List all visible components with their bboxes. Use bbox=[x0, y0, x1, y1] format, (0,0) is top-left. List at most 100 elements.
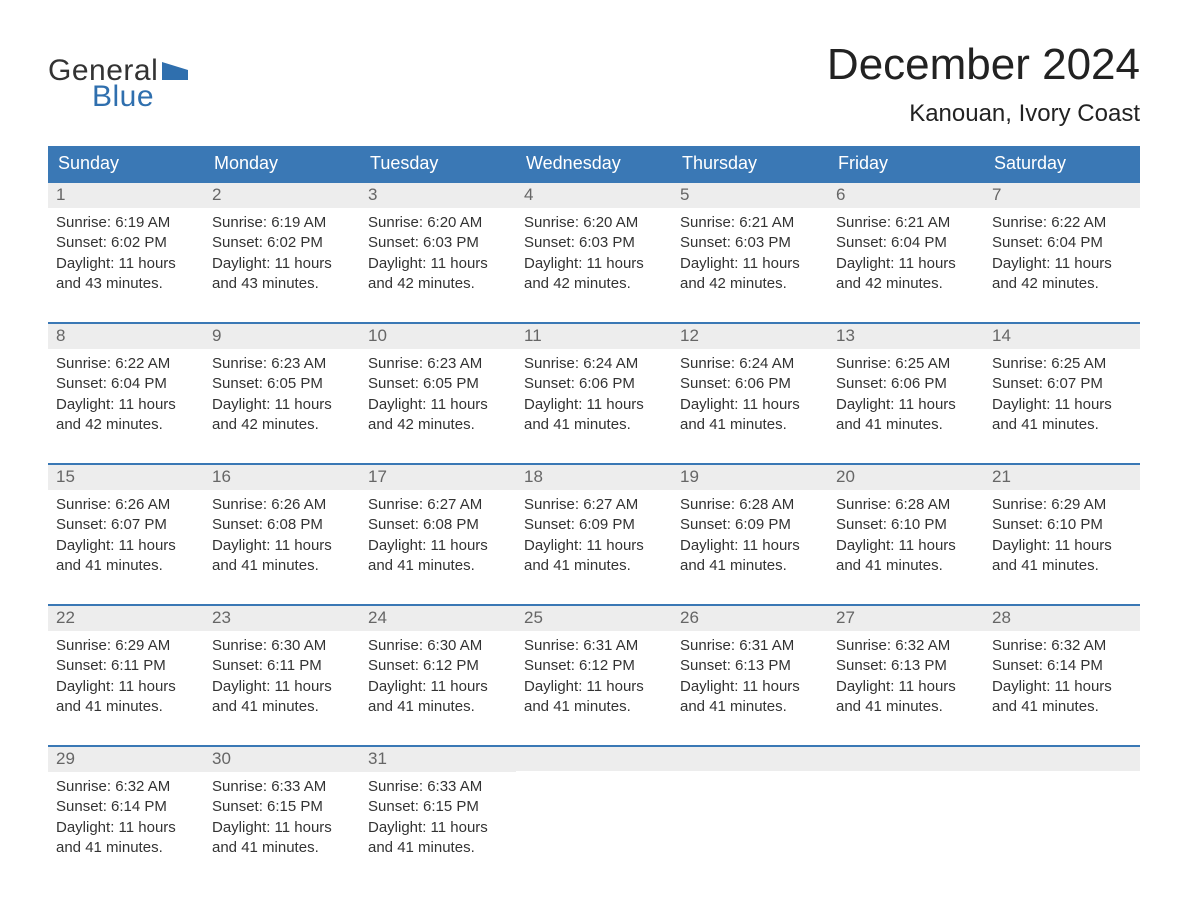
sunset-text: Sunset: 6:13 PM bbox=[680, 656, 820, 676]
day-number: 28 bbox=[984, 606, 1140, 631]
day-number: 3 bbox=[360, 183, 516, 208]
day-body: Sunrise: 6:23 AMSunset: 6:05 PMDaylight:… bbox=[360, 349, 516, 439]
day-body: Sunrise: 6:32 AMSunset: 6:14 PMDaylight:… bbox=[48, 772, 204, 862]
day-number-empty bbox=[828, 747, 984, 771]
day-number: 8 bbox=[48, 324, 204, 349]
daylight-text: Daylight: 11 hours and 41 minutes. bbox=[56, 677, 196, 718]
daylight-text: Daylight: 11 hours and 41 minutes. bbox=[56, 818, 196, 859]
sunrise-text: Sunrise: 6:26 AM bbox=[212, 495, 352, 515]
daylight-text: Daylight: 11 hours and 41 minutes. bbox=[56, 536, 196, 577]
sunrise-text: Sunrise: 6:29 AM bbox=[56, 636, 196, 656]
sunrise-text: Sunrise: 6:24 AM bbox=[680, 354, 820, 374]
sunrise-text: Sunrise: 6:30 AM bbox=[212, 636, 352, 656]
day-number: 5 bbox=[672, 183, 828, 208]
day-body: Sunrise: 6:21 AMSunset: 6:04 PMDaylight:… bbox=[828, 208, 984, 298]
flag-icon bbox=[162, 62, 188, 80]
sunset-text: Sunset: 6:10 PM bbox=[836, 515, 976, 535]
day-cell: 30Sunrise: 6:33 AMSunset: 6:15 PMDayligh… bbox=[204, 747, 360, 862]
header: General Blue December 2024 Kanouan, Ivor… bbox=[48, 40, 1140, 128]
daylight-text: Daylight: 11 hours and 41 minutes. bbox=[212, 536, 352, 577]
sunset-text: Sunset: 6:07 PM bbox=[992, 374, 1132, 394]
day-cell: 23Sunrise: 6:30 AMSunset: 6:11 PMDayligh… bbox=[204, 606, 360, 721]
sunrise-text: Sunrise: 6:22 AM bbox=[992, 213, 1132, 233]
day-number: 4 bbox=[516, 183, 672, 208]
day-body: Sunrise: 6:29 AMSunset: 6:11 PMDaylight:… bbox=[48, 631, 204, 721]
sunset-text: Sunset: 6:09 PM bbox=[680, 515, 820, 535]
weekday-cell: Tuesday bbox=[360, 146, 516, 181]
sunrise-text: Sunrise: 6:33 AM bbox=[212, 777, 352, 797]
sunrise-text: Sunrise: 6:27 AM bbox=[524, 495, 664, 515]
sunrise-text: Sunrise: 6:21 AM bbox=[836, 213, 976, 233]
daylight-text: Daylight: 11 hours and 41 minutes. bbox=[524, 677, 664, 718]
sunset-text: Sunset: 6:13 PM bbox=[836, 656, 976, 676]
day-cell: 26Sunrise: 6:31 AMSunset: 6:13 PMDayligh… bbox=[672, 606, 828, 721]
title-block: December 2024 Kanouan, Ivory Coast bbox=[827, 40, 1140, 128]
day-cell: 7Sunrise: 6:22 AMSunset: 6:04 PMDaylight… bbox=[984, 183, 1140, 298]
day-cell: 12Sunrise: 6:24 AMSunset: 6:06 PMDayligh… bbox=[672, 324, 828, 439]
daylight-text: Daylight: 11 hours and 42 minutes. bbox=[992, 254, 1132, 295]
weekday-cell: Sunday bbox=[48, 146, 204, 181]
day-number: 2 bbox=[204, 183, 360, 208]
weekday-cell: Friday bbox=[828, 146, 984, 181]
daylight-text: Daylight: 11 hours and 42 minutes. bbox=[212, 395, 352, 436]
daylight-text: Daylight: 11 hours and 41 minutes. bbox=[680, 536, 820, 577]
daylight-text: Daylight: 11 hours and 41 minutes. bbox=[836, 395, 976, 436]
sunset-text: Sunset: 6:12 PM bbox=[368, 656, 508, 676]
sunset-text: Sunset: 6:12 PM bbox=[524, 656, 664, 676]
day-number: 30 bbox=[204, 747, 360, 772]
day-cell: 28Sunrise: 6:32 AMSunset: 6:14 PMDayligh… bbox=[984, 606, 1140, 721]
day-cell bbox=[516, 747, 672, 862]
sunset-text: Sunset: 6:06 PM bbox=[680, 374, 820, 394]
day-cell: 27Sunrise: 6:32 AMSunset: 6:13 PMDayligh… bbox=[828, 606, 984, 721]
day-body: Sunrise: 6:21 AMSunset: 6:03 PMDaylight:… bbox=[672, 208, 828, 298]
day-number: 14 bbox=[984, 324, 1140, 349]
sunrise-text: Sunrise: 6:20 AM bbox=[524, 213, 664, 233]
day-number: 10 bbox=[360, 324, 516, 349]
sunrise-text: Sunrise: 6:32 AM bbox=[56, 777, 196, 797]
daylight-text: Daylight: 11 hours and 41 minutes. bbox=[368, 677, 508, 718]
day-body: Sunrise: 6:20 AMSunset: 6:03 PMDaylight:… bbox=[360, 208, 516, 298]
day-number: 27 bbox=[828, 606, 984, 631]
day-body: Sunrise: 6:25 AMSunset: 6:07 PMDaylight:… bbox=[984, 349, 1140, 439]
daylight-text: Daylight: 11 hours and 42 minutes. bbox=[368, 395, 508, 436]
sunrise-text: Sunrise: 6:25 AM bbox=[992, 354, 1132, 374]
daylight-text: Daylight: 11 hours and 42 minutes. bbox=[524, 254, 664, 295]
day-number: 7 bbox=[984, 183, 1140, 208]
sunrise-text: Sunrise: 6:19 AM bbox=[56, 213, 196, 233]
sunrise-text: Sunrise: 6:32 AM bbox=[836, 636, 976, 656]
day-cell: 18Sunrise: 6:27 AMSunset: 6:09 PMDayligh… bbox=[516, 465, 672, 580]
sunrise-text: Sunrise: 6:25 AM bbox=[836, 354, 976, 374]
day-number: 31 bbox=[360, 747, 516, 772]
sunset-text: Sunset: 6:03 PM bbox=[368, 233, 508, 253]
day-cell: 20Sunrise: 6:28 AMSunset: 6:10 PMDayligh… bbox=[828, 465, 984, 580]
sunrise-text: Sunrise: 6:20 AM bbox=[368, 213, 508, 233]
day-number: 21 bbox=[984, 465, 1140, 490]
day-number: 29 bbox=[48, 747, 204, 772]
day-number-empty bbox=[516, 747, 672, 771]
sunrise-text: Sunrise: 6:29 AM bbox=[992, 495, 1132, 515]
day-cell: 31Sunrise: 6:33 AMSunset: 6:15 PMDayligh… bbox=[360, 747, 516, 862]
day-body: Sunrise: 6:33 AMSunset: 6:15 PMDaylight:… bbox=[204, 772, 360, 862]
sunrise-text: Sunrise: 6:19 AM bbox=[212, 213, 352, 233]
day-body: Sunrise: 6:32 AMSunset: 6:13 PMDaylight:… bbox=[828, 631, 984, 721]
day-number: 13 bbox=[828, 324, 984, 349]
sunrise-text: Sunrise: 6:23 AM bbox=[368, 354, 508, 374]
sunset-text: Sunset: 6:14 PM bbox=[992, 656, 1132, 676]
day-body: Sunrise: 6:20 AMSunset: 6:03 PMDaylight:… bbox=[516, 208, 672, 298]
day-cell: 17Sunrise: 6:27 AMSunset: 6:08 PMDayligh… bbox=[360, 465, 516, 580]
day-body: Sunrise: 6:26 AMSunset: 6:08 PMDaylight:… bbox=[204, 490, 360, 580]
sunrise-text: Sunrise: 6:28 AM bbox=[680, 495, 820, 515]
week-row: 29Sunrise: 6:32 AMSunset: 6:14 PMDayligh… bbox=[48, 745, 1140, 862]
day-body: Sunrise: 6:25 AMSunset: 6:06 PMDaylight:… bbox=[828, 349, 984, 439]
daylight-text: Daylight: 11 hours and 41 minutes. bbox=[836, 677, 976, 718]
day-cell: 5Sunrise: 6:21 AMSunset: 6:03 PMDaylight… bbox=[672, 183, 828, 298]
sunset-text: Sunset: 6:11 PM bbox=[56, 656, 196, 676]
day-body: Sunrise: 6:19 AMSunset: 6:02 PMDaylight:… bbox=[48, 208, 204, 298]
sunset-text: Sunset: 6:08 PM bbox=[212, 515, 352, 535]
sunrise-text: Sunrise: 6:31 AM bbox=[524, 636, 664, 656]
day-number: 19 bbox=[672, 465, 828, 490]
day-cell: 8Sunrise: 6:22 AMSunset: 6:04 PMDaylight… bbox=[48, 324, 204, 439]
sunrise-text: Sunrise: 6:30 AM bbox=[368, 636, 508, 656]
day-body: Sunrise: 6:22 AMSunset: 6:04 PMDaylight:… bbox=[984, 208, 1140, 298]
day-cell: 9Sunrise: 6:23 AMSunset: 6:05 PMDaylight… bbox=[204, 324, 360, 439]
